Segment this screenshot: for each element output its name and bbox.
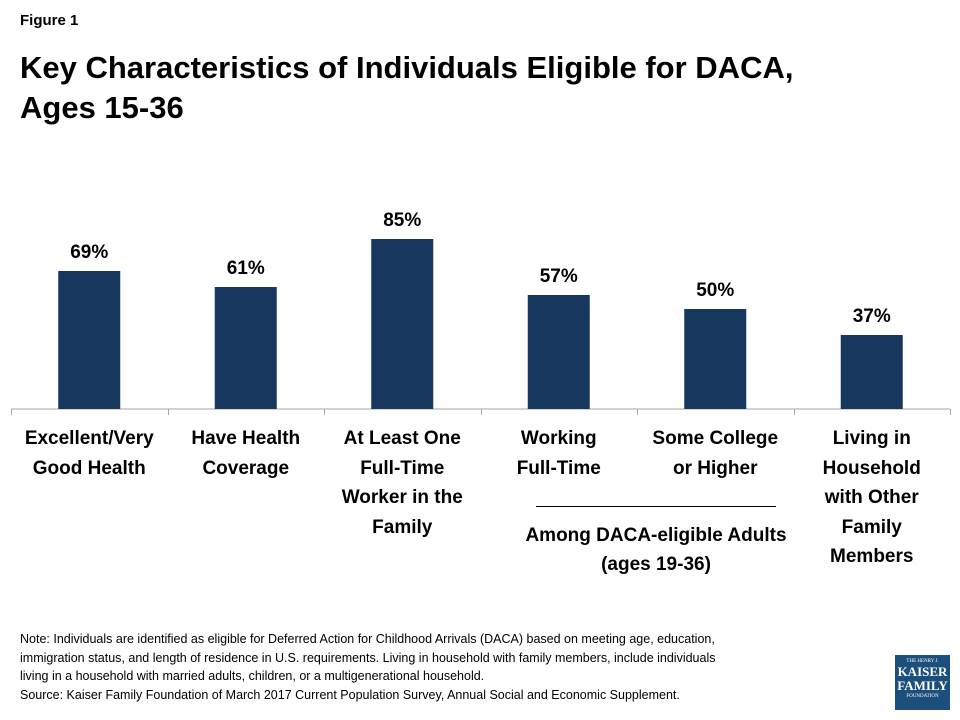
chart-title-line-2: Ages 15-36 bbox=[20, 90, 184, 125]
category-label-line: Some College bbox=[652, 428, 779, 449]
data-label-1: 69% bbox=[70, 242, 108, 263]
category-label-line: Family bbox=[841, 516, 902, 538]
category-label-5: Some College or Higher bbox=[637, 424, 793, 483]
category-label-line: or Higher bbox=[673, 457, 758, 479]
data-label-4: 57% bbox=[540, 266, 578, 287]
source-line: Source: Kaiser Family Foundation of Marc… bbox=[20, 687, 680, 702]
group-bracket-line bbox=[536, 506, 776, 507]
group-annotation: Among DACA-eligible Adults (ages 19-36) bbox=[500, 521, 812, 579]
logo-top-text: THE HENRY J. bbox=[906, 659, 939, 664]
logo-kaiser-text: KAISER bbox=[897, 664, 948, 679]
note-line-1: Note: Individuals are identified as elig… bbox=[20, 632, 715, 646]
category-label-line: Excellent/Very bbox=[24, 428, 154, 449]
category-label-line: Have Health bbox=[191, 428, 301, 449]
bar-3 bbox=[371, 239, 434, 409]
category-label-line: Household bbox=[822, 457, 921, 479]
category-label-line: Members bbox=[830, 546, 914, 567]
data-label-5: 50% bbox=[696, 280, 734, 301]
category-label-4: Working Full-Time bbox=[481, 424, 637, 483]
logo-family-text: FAMILY bbox=[897, 678, 948, 693]
bar-4 bbox=[527, 295, 590, 409]
bar-5 bbox=[684, 309, 747, 409]
group-annotation-line-2: (ages 19-36) bbox=[601, 554, 711, 575]
bar-2 bbox=[214, 287, 277, 409]
category-label-2: Have Health Coverage bbox=[168, 424, 324, 483]
note-line-2: immigration status, and length of reside… bbox=[20, 650, 716, 665]
data-label-6: 37% bbox=[853, 306, 891, 327]
category-label-line: Full-Time bbox=[516, 457, 601, 479]
kff-logo: THE HENRY J. KAISER FAMILY FOUNDATION bbox=[895, 655, 950, 710]
bar-6 bbox=[840, 335, 903, 409]
group-annotation-line-1: Among DACA-eligible Adults bbox=[525, 525, 787, 546]
category-label-line: Working bbox=[520, 428, 597, 449]
category-label-line: Family bbox=[372, 516, 433, 538]
category-label-line: Coverage bbox=[202, 457, 290, 479]
chart-title: Key Characteristics of Individuals Eligi… bbox=[20, 48, 920, 128]
category-label-line: Living in bbox=[832, 428, 911, 449]
chart-title-line-1: Key Characteristics of Individuals Eligi… bbox=[20, 50, 794, 85]
note-line-3: living in a household with married adult… bbox=[20, 669, 485, 683]
figure-label: Figure 1 bbox=[20, 12, 79, 29]
category-label-line: Good Health bbox=[32, 457, 146, 479]
bar-1 bbox=[58, 271, 121, 409]
category-label-1: Excellent/Very Good Health bbox=[11, 424, 167, 483]
note-text: Note: Individuals are identified as elig… bbox=[20, 630, 870, 704]
category-label-line: Full-Time bbox=[360, 457, 445, 479]
data-label-3: 85% bbox=[383, 210, 421, 231]
category-label-line: with Other bbox=[824, 487, 919, 508]
category-label-6: Living in Household with Other Family Member… bbox=[794, 424, 950, 572]
category-label-3: At Least One Full-Time Worker in the Family bbox=[324, 424, 480, 542]
category-label-line: At Least One bbox=[343, 428, 461, 449]
category-label-line: Worker in the bbox=[341, 487, 463, 508]
logo-foundation-text: FOUNDATION bbox=[906, 694, 939, 699]
data-label-2: 61% bbox=[227, 258, 265, 279]
